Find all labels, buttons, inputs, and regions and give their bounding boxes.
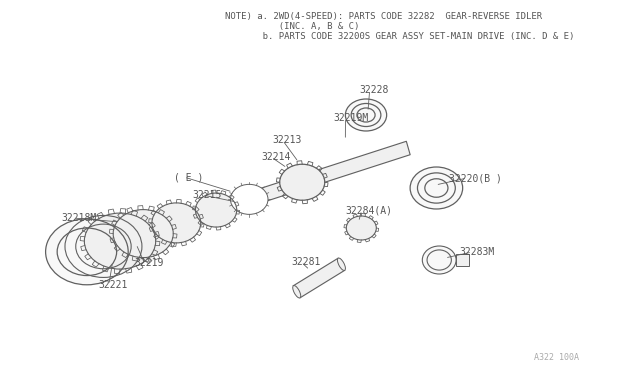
Polygon shape [294,258,345,298]
Text: b. PARTS CODE 32200S GEAR ASSY SET-MAIN DRIVE (INC. D & E): b. PARTS CODE 32200S GEAR ASSY SET-MAIN … [225,32,575,41]
Text: 32219: 32219 [134,258,164,268]
Text: 32218M: 32218M [61,213,96,223]
Ellipse shape [337,258,346,270]
Text: 32281: 32281 [291,257,320,267]
Text: 32215: 32215 [193,190,222,200]
Text: 32228: 32228 [360,85,389,95]
Text: 32283M: 32283M [460,247,495,257]
Text: A322 100A: A322 100A [534,353,579,362]
Ellipse shape [45,219,128,285]
Ellipse shape [65,215,142,278]
Ellipse shape [422,246,456,274]
Ellipse shape [195,193,237,227]
Text: ( E ): ( E ) [173,172,203,182]
Ellipse shape [113,209,173,257]
Text: 32214: 32214 [261,152,291,162]
Ellipse shape [292,286,301,298]
Ellipse shape [230,185,268,214]
Text: 32219M: 32219M [333,113,369,123]
Text: (INC. A, B & C): (INC. A, B & C) [225,22,360,31]
Ellipse shape [84,213,156,269]
Text: 32221: 32221 [99,280,128,290]
Ellipse shape [410,167,463,209]
Bar [456,254,469,266]
Ellipse shape [152,203,201,243]
Ellipse shape [346,216,376,240]
Ellipse shape [280,164,324,200]
Polygon shape [75,141,410,262]
Ellipse shape [346,99,387,131]
Text: NOTE) a. 2WD(4-SPEED): PARTS CODE 32282  GEAR-REVERSE IDLER: NOTE) a. 2WD(4-SPEED): PARTS CODE 32282 … [225,12,542,21]
Text: 32284(A): 32284(A) [346,205,392,215]
Text: 32220(B ): 32220(B ) [449,173,502,183]
Text: 32213: 32213 [272,135,301,145]
